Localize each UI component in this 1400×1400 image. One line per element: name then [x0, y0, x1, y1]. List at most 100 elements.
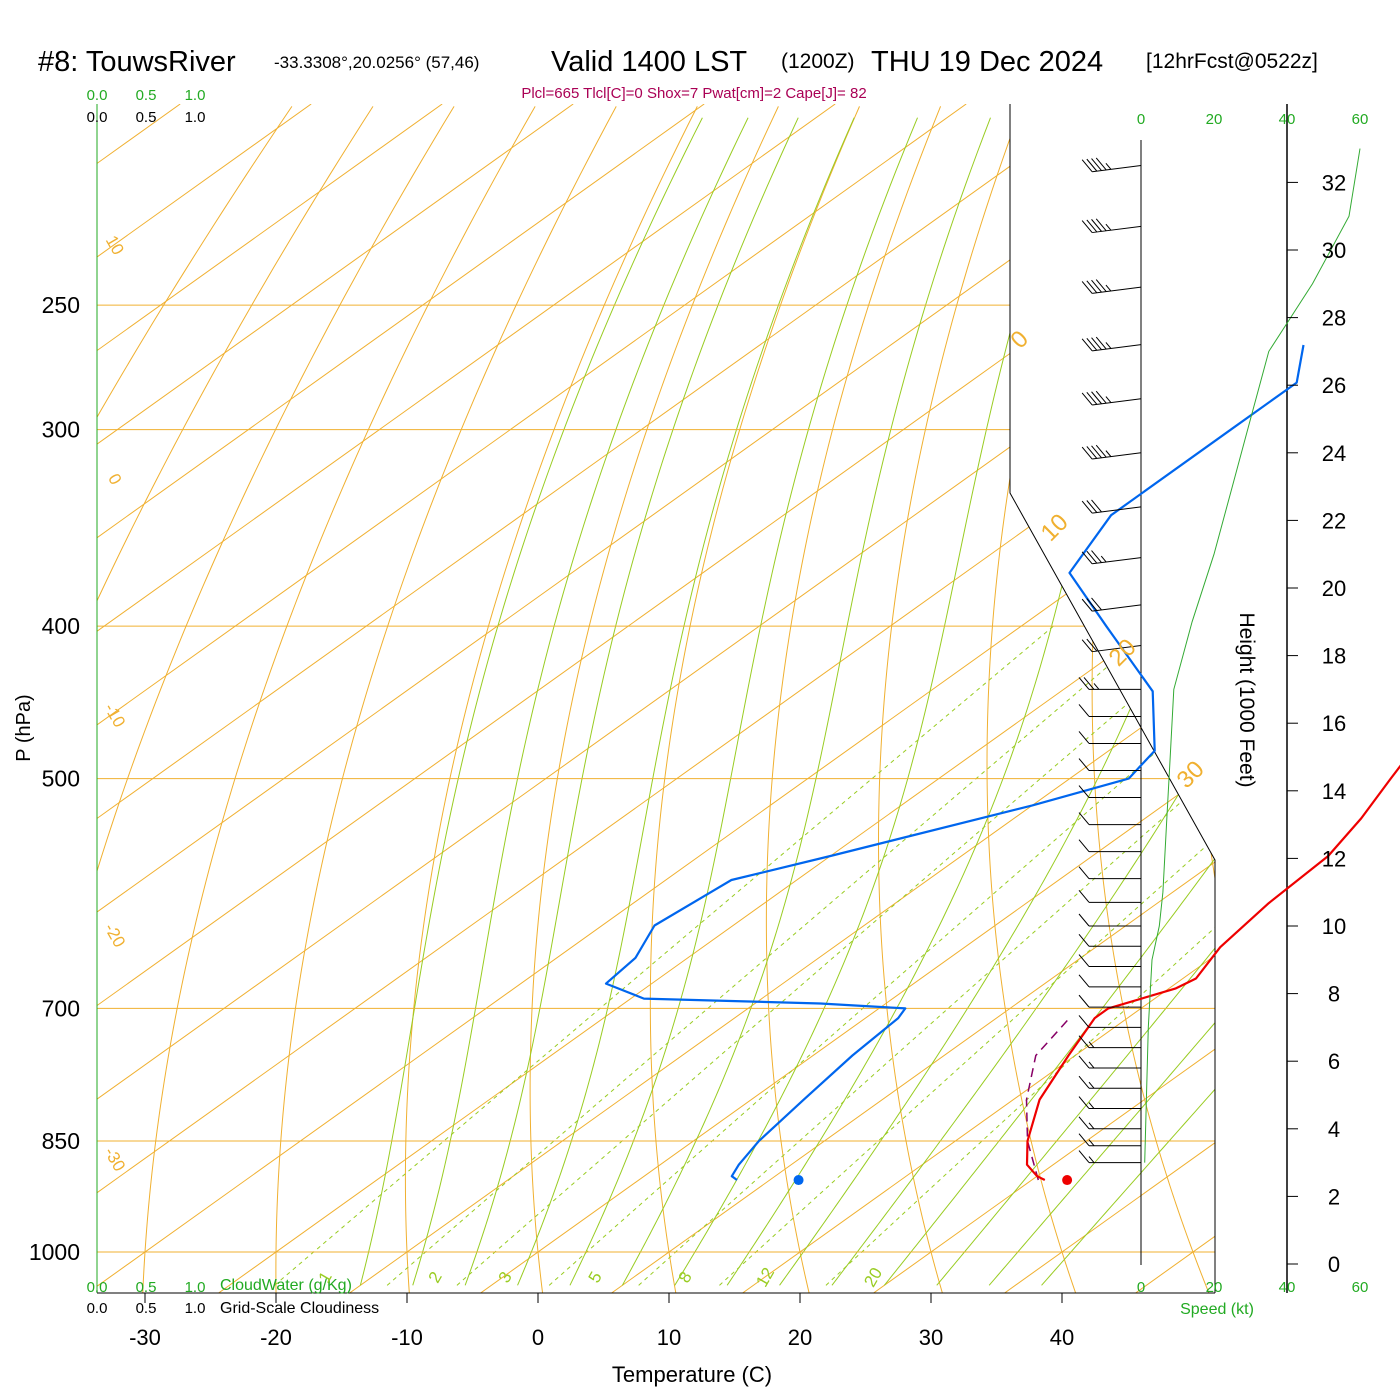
wind-barb-flag: [1081, 598, 1093, 612]
speed-tick-top: 40: [1279, 111, 1296, 128]
wind-barb-flag: [1081, 392, 1093, 406]
height-tick-label: 22: [1322, 508, 1346, 533]
wind-barb-flag: [1081, 639, 1093, 653]
dry-adiabat: [97, 106, 455, 1293]
moist-adiabat: [412, 117, 749, 1286]
isotherm-line: [97, 104, 705, 1293]
cloudiness-label: Grid-Scale Cloudiness: [220, 1300, 379, 1317]
wind-barb: [1078, 994, 1141, 1008]
x-axis-label: Temperature (C): [612, 1362, 772, 1387]
dry-adiabat: [986, 106, 1104, 1293]
x-tick-label: -10: [391, 1325, 423, 1350]
dry-adiabat: [1091, 106, 1210, 1293]
valid-date: THU 19 Dec 2024: [871, 46, 1103, 78]
wind-barb: [1081, 279, 1142, 294]
wind-barb-flag: [1086, 158, 1098, 172]
height-tick-label: 6: [1328, 1049, 1340, 1074]
wind-barb-half: [1088, 1156, 1095, 1163]
wind-barb-flag: [1095, 279, 1107, 292]
wind-barb-flag: [1095, 336, 1107, 350]
wind-barb-flag: [1081, 159, 1093, 173]
wind-barb-flag: [1081, 220, 1093, 233]
height-tick-label: 0: [1328, 1252, 1340, 1277]
wind-barb: [1078, 677, 1141, 690]
wind-barb-flag: [1095, 444, 1107, 458]
isotherm-line: [1135, 104, 1215, 1293]
pressure-tick-label: 400: [42, 613, 80, 639]
wind-barb-flag: [1081, 446, 1093, 460]
dry-adiabat: [649, 106, 860, 1293]
wind-barb-staff: [1092, 344, 1142, 352]
parcel-trace: [1025, 1015, 1072, 1181]
wind-barb-flag: [1091, 391, 1102, 405]
wind-barb-flag: [1078, 731, 1090, 744]
x-tick-label: 30: [919, 1325, 943, 1350]
height-tick-label: 18: [1322, 644, 1346, 669]
wind-barb: [1078, 1133, 1141, 1147]
isotherm-line: [97, 104, 443, 1293]
wind-barb-staff: [1092, 557, 1142, 565]
diagram-area: [97, 104, 1215, 1293]
pressure-tick-label: 300: [42, 417, 80, 443]
height-tick-label: 20: [1322, 576, 1346, 601]
cloudwater-tick-top: 0.0: [87, 87, 108, 104]
wind-barb-flag: [1086, 280, 1098, 294]
wind-barb: [1081, 444, 1142, 460]
mixing-ratio-line: [274, 625, 1054, 1286]
wind-barb-staff: [1092, 398, 1142, 406]
wind-barb-flag: [1091, 219, 1102, 232]
wind-barb: [1078, 866, 1141, 880]
wind-barb: [1078, 1075, 1141, 1089]
wind-barb-staff: [1092, 225, 1142, 234]
wind-barb-flag: [1078, 1035, 1090, 1049]
dry-adiabat: [878, 106, 1023, 1293]
moist-adiabat: [464, 117, 799, 1286]
dry-adiabat: [765, 106, 942, 1293]
moist-adiabat: [517, 117, 855, 1286]
moist-adiabat: [831, 117, 1215, 1286]
pressure-tick-label: 250: [42, 292, 80, 318]
wind-barb-half: [1088, 1081, 1095, 1089]
wind-barb-flag: [1078, 758, 1090, 771]
wind-barb-flag: [1091, 279, 1102, 293]
height-tick-label: 14: [1322, 779, 1346, 804]
height-tick-label: 2: [1328, 1184, 1340, 1209]
isotherm-line: [97, 104, 1215, 1293]
wind-barb-flag: [1086, 446, 1098, 459]
wind-barb: [1078, 913, 1141, 927]
height-axis-label: Height (1000 Feet): [1235, 612, 1258, 787]
isotherm-line: [873, 104, 1215, 1293]
wind-barb-flag: [1095, 157, 1107, 171]
wind-barb-staff: [1092, 452, 1142, 460]
wind-barb-half: [1105, 450, 1112, 457]
wind-barb-flag: [1086, 392, 1098, 405]
wind-barb-half: [1105, 163, 1112, 170]
wind-barb-staff: [1092, 604, 1142, 612]
moist-adiabat: [726, 117, 1178, 1286]
wind-barb: [1078, 839, 1141, 853]
speed-label: Speed (kt): [1180, 1301, 1254, 1318]
dry-adiabat: [142, 106, 536, 1293]
wind-barb-flag: [1078, 1015, 1090, 1028]
isotherm-line: [742, 104, 1215, 1293]
background-lines: [96, 104, 1288, 1294]
cloudiness-tick-top: 0.5: [136, 109, 157, 126]
height-tick-label: 8: [1328, 982, 1340, 1007]
cloudiness-tick-bottom: 0.5: [136, 1300, 157, 1317]
pressure-tick-label: 1000: [29, 1239, 80, 1265]
wind-barb: [1078, 704, 1141, 717]
speed-tick-bottom: 60: [1352, 1279, 1369, 1296]
station-title: #8: TouwsRiver: [38, 46, 236, 78]
cloudwater-label: CloudWater (g/Kg): [220, 1277, 352, 1294]
wind-barb-flag: [1078, 954, 1090, 967]
isotherm-line: [97, 104, 967, 1293]
wind-barb-flag: [1078, 1116, 1090, 1130]
wind-barb: [1078, 731, 1141, 744]
mixing-ratio-label: 3: [495, 1268, 516, 1286]
wind-barb-half: [1105, 342, 1112, 349]
wind-barb: [1078, 1015, 1141, 1028]
wind-barb-flag: [1078, 704, 1090, 717]
wind-barb: [1081, 597, 1142, 612]
mixing-ratio-line: [386, 625, 1156, 1286]
moist-adiabat: [779, 117, 1215, 1286]
